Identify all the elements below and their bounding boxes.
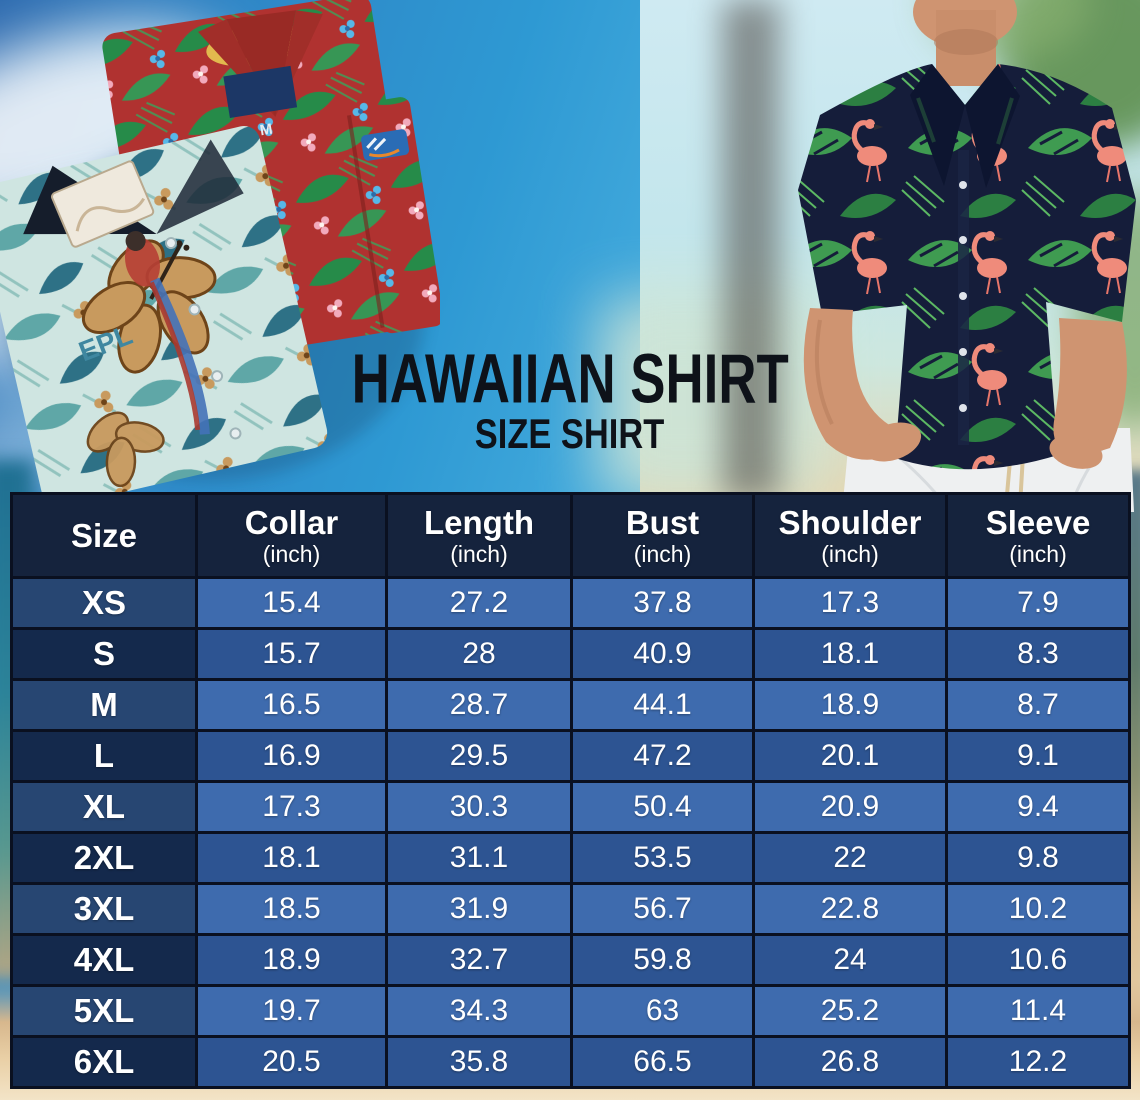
column-header-size: Size (10, 492, 198, 579)
size-cell: 3XL (10, 882, 198, 936)
value-cell: 9.4 (945, 780, 1131, 834)
value-cell: 20.5 (195, 1035, 388, 1089)
table-row: XL 17.3 30.3 50.4 20.9 9.4 (10, 780, 1131, 834)
column-header-bust: Bust (inch) (570, 492, 755, 579)
value-cell: 30.3 (385, 780, 573, 834)
page-subtitle: SIZE SHIRT (475, 410, 665, 457)
table-row: S 15.7 28 40.9 18.1 8.3 (10, 627, 1131, 681)
column-header-collar: Collar (inch) (195, 492, 388, 579)
value-cell: 53.5 (570, 831, 755, 885)
value-cell: 10.6 (945, 933, 1131, 987)
value-cell: 34.3 (385, 984, 573, 1038)
page-title: HAWAIIAN SHIRT (351, 338, 789, 418)
value-cell: 11.4 (945, 984, 1131, 1038)
value-cell: 9.8 (945, 831, 1131, 885)
teal-hawaiian-shirt: EPL (0, 126, 328, 500)
table-row: XS 15.4 27.2 37.8 17.3 7.9 (10, 576, 1131, 630)
column-header-length: Length (inch) (385, 492, 573, 579)
value-cell: 8.7 (945, 678, 1131, 732)
value-cell: 40.9 (570, 627, 755, 681)
value-cell: 22.8 (752, 882, 948, 936)
value-cell: 22 (752, 831, 948, 885)
value-cell: 18.5 (195, 882, 388, 936)
table-row: 4XL 18.9 32.7 59.8 24 10.6 (10, 933, 1131, 987)
neck-size-label: M (259, 121, 274, 140)
size-chart-header: Size Collar (inch) Length (inch) Bust (i… (10, 492, 1131, 579)
value-cell: 18.9 (195, 933, 388, 987)
value-cell: 16.5 (195, 678, 388, 732)
value-cell: 47.2 (570, 729, 755, 783)
value-cell: 17.3 (752, 576, 948, 630)
model-photo-illustration (798, 0, 1136, 512)
parrot (125, 230, 210, 435)
value-cell: 59.8 (570, 933, 755, 987)
value-cell: 28.7 (385, 678, 573, 732)
size-cell: XS (10, 576, 198, 630)
value-cell: 8.3 (945, 627, 1131, 681)
value-cell: 66.5 (570, 1035, 755, 1089)
table-row: M 16.5 28.7 44.1 18.9 8.7 (10, 678, 1131, 732)
value-cell: 28 (385, 627, 573, 681)
size-cell: 4XL (10, 933, 198, 987)
value-cell: 56.7 (570, 882, 755, 936)
size-cell: M (10, 678, 198, 732)
value-cell: 18.9 (752, 678, 948, 732)
value-cell: 27.2 (385, 576, 573, 630)
table-row: 3XL 18.5 31.9 56.7 22.8 10.2 (10, 882, 1131, 936)
title-block: HAWAIIAN SHIRT SIZE SHIRT (0, 338, 1140, 457)
value-cell: 15.7 (195, 627, 388, 681)
size-cell: XL (10, 780, 198, 834)
value-cell: 16.9 (195, 729, 388, 783)
value-cell: 7.9 (945, 576, 1131, 630)
header-row: Size Collar (inch) Length (inch) Bust (i… (10, 492, 1131, 579)
table-row: 5XL 19.7 34.3 63 25.2 11.4 (10, 984, 1131, 1038)
value-cell: 17.3 (195, 780, 388, 834)
value-cell: 9.1 (945, 729, 1131, 783)
value-cell: 25.2 (752, 984, 948, 1038)
value-cell: 44.1 (570, 678, 755, 732)
value-cell: 10.2 (945, 882, 1131, 936)
value-cell: 18.1 (752, 627, 948, 681)
size-cell: 2XL (10, 831, 198, 885)
table-row: 6XL 20.5 35.8 66.5 26.8 12.2 (10, 1035, 1131, 1089)
table-row: L 16.9 29.5 47.2 20.1 9.1 (10, 729, 1131, 783)
value-cell: 26.8 (752, 1035, 948, 1089)
value-cell: 35.8 (385, 1035, 573, 1089)
value-cell: 15.4 (195, 576, 388, 630)
value-cell: 50.4 (570, 780, 755, 834)
value-cell: 31.1 (385, 831, 573, 885)
value-cell: 63 (570, 984, 755, 1038)
value-cell: 31.9 (385, 882, 573, 936)
value-cell: 37.8 (570, 576, 755, 630)
value-cell: 29.5 (385, 729, 573, 783)
size-cell: 5XL (10, 984, 198, 1038)
size-cell: L (10, 729, 198, 783)
value-cell: 24 (752, 933, 948, 987)
value-cell: 18.1 (195, 831, 388, 885)
blurred-palm-trunk (722, 0, 780, 500)
size-cell: 6XL (10, 1035, 198, 1089)
folded-shirts-illustration: M (0, 0, 440, 500)
size-chart-table: Size Collar (inch) Length (inch) Bust (i… (10, 492, 1131, 1089)
size-chart-body: XS 15.4 27.2 37.8 17.3 7.9 S 15.7 28 40.9 18.1 8.3 M… (10, 576, 1131, 1089)
value-cell: 20.1 (752, 729, 948, 783)
column-header-shoulder: Shoulder (inch) (752, 492, 948, 579)
column-header-sleeve: Sleeve (inch) (945, 492, 1131, 579)
value-cell: 32.7 (385, 933, 573, 987)
blurred-foliage (600, 300, 820, 500)
value-cell: 12.2 (945, 1035, 1131, 1089)
table-row: 2XL 18.1 31.1 53.5 22 9.8 (10, 831, 1131, 885)
value-cell: 20.9 (752, 780, 948, 834)
value-cell: 19.7 (195, 984, 388, 1038)
size-cell: S (10, 627, 198, 681)
